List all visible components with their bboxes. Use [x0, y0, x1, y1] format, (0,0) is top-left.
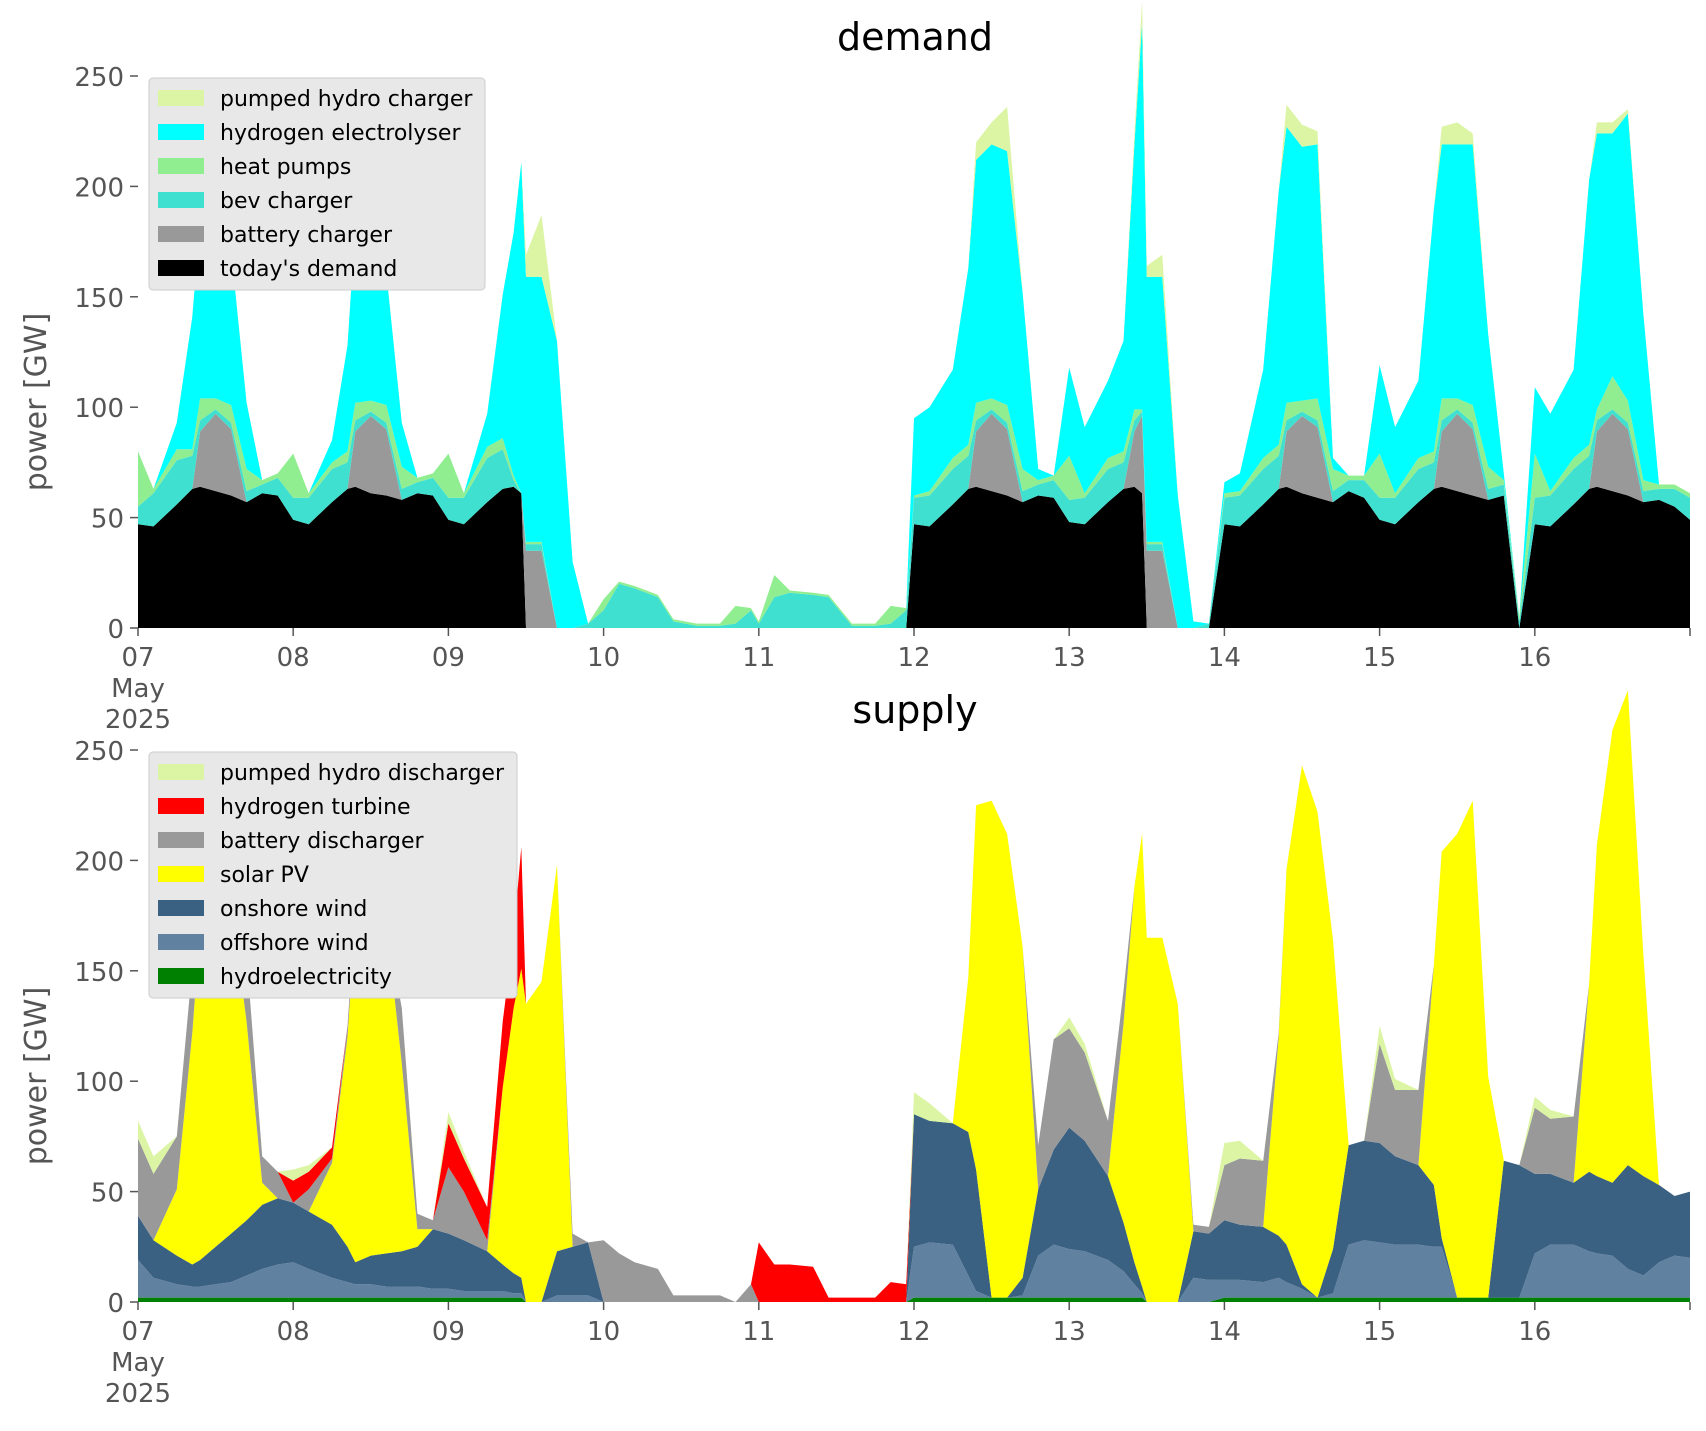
legend-swatch-heat-pumps — [158, 158, 204, 174]
area-hydrogen-electrolyser — [138, 23, 1690, 628]
x-tick-label: 16 — [1518, 643, 1551, 673]
x-tick-label: 11 — [742, 1317, 775, 1347]
supply-legend: pumped hydro discharger hydrogen turbine b… — [148, 751, 518, 999]
area-offshore-wind — [138, 1240, 1690, 1302]
legend-swatch-solar-pv — [158, 866, 204, 882]
x-tick-label: 13 — [1053, 643, 1086, 673]
legend-box — [148, 751, 518, 999]
legend-swatch-pumped-hydro-discharger — [158, 764, 204, 780]
x-tick-label: 10 — [587, 1317, 620, 1347]
legend-swatch-today-s-demand — [158, 260, 204, 276]
legend-label-hydrogen-turbine: hydrogen turbine — [220, 795, 411, 820]
demand-title: demand — [837, 15, 993, 59]
x-tick-label: 12 — [897, 1317, 930, 1347]
demand-legend: pumped hydro charger hydrogen electrolyse… — [148, 77, 486, 291]
legend-swatch-hydrogen-electrolyser — [158, 124, 204, 140]
y-tick-label: 100 — [74, 1068, 124, 1098]
legend-swatch-onshore-wind — [158, 900, 204, 916]
x-tick-label: 13 — [1053, 1317, 1086, 1347]
legend-swatch-pumped-hydro-charger — [158, 90, 204, 106]
x-tick-label: 16 — [1518, 1317, 1551, 1347]
x-tick-label: May — [111, 674, 165, 704]
area-solar-pv — [138, 690, 1690, 1302]
x-tick-label: May — [111, 1348, 165, 1378]
legend-swatch-hydroelectricity — [158, 968, 204, 984]
supply-ylabel: power [GW] — [19, 987, 54, 1166]
x-tick-label: 09 — [432, 643, 465, 673]
legend-swatch-bev-charger — [158, 192, 204, 208]
area-hydroelectricity — [138, 1297, 1690, 1302]
y-tick-label: 50 — [91, 505, 124, 535]
x-tick-label: 08 — [277, 1317, 310, 1347]
x-tick-label: 15 — [1363, 1317, 1396, 1347]
legend-swatch-offshore-wind — [158, 934, 204, 950]
y-tick-label: 250 — [74, 63, 124, 93]
x-tick-label: 10 — [587, 643, 620, 673]
y-tick-label: 200 — [74, 173, 124, 203]
x-tick-label: 11 — [742, 643, 775, 673]
legend-label-battery-charger: battery charger — [220, 223, 393, 248]
y-tick-label: 100 — [74, 394, 124, 424]
y-tick-label: 150 — [74, 284, 124, 314]
legend-label-today-s-demand: today's demand — [220, 257, 397, 282]
x-tick-label: 09 — [432, 1317, 465, 1347]
x-tick-label: 14 — [1208, 643, 1241, 673]
legend-label-bev-charger: bev charger — [220, 189, 353, 214]
y-tick-label: 200 — [74, 847, 124, 877]
legend-swatch-hydrogen-turbine — [158, 798, 204, 814]
x-tick-label: 15 — [1363, 643, 1396, 673]
legend-label-hydrogen-electrolyser: hydrogen electrolyser — [220, 121, 461, 146]
legend-label-heat-pumps: heat pumps — [220, 155, 351, 180]
x-tick-label: 07 — [121, 1317, 154, 1347]
x-tick-label: 07 — [121, 643, 154, 673]
legend-label-offshore-wind: offshore wind — [220, 931, 369, 956]
y-tick-label: 250 — [74, 737, 124, 767]
x-tick-label: 12 — [897, 643, 930, 673]
area-bev-charger — [138, 409, 1690, 628]
x-tick-label: 2025 — [105, 1379, 171, 1409]
legend-label-pumped-hydro-charger: pumped hydro charger — [220, 87, 473, 112]
y-tick-label: 0 — [107, 1289, 124, 1319]
x-tick-label: 2025 — [105, 705, 171, 735]
legend-swatch-battery-discharger — [158, 832, 204, 848]
area-today-s-demand — [138, 486, 1690, 628]
area-battery-charger — [138, 413, 1690, 628]
legend-label-hydroelectricity: hydroelectricity — [220, 965, 392, 990]
y-tick-label: 150 — [74, 958, 124, 988]
y-tick-label: 0 — [107, 615, 124, 645]
legend-label-onshore-wind: onshore wind — [220, 897, 367, 922]
x-tick-label: 08 — [277, 643, 310, 673]
y-tick-label: 50 — [91, 1179, 124, 1209]
legend-label-battery-discharger: battery discharger — [220, 829, 425, 854]
legend-box — [148, 77, 486, 291]
legend-swatch-battery-charger — [158, 226, 204, 242]
legend-label-pumped-hydro-discharger: pumped hydro discharger — [220, 761, 505, 786]
legend-label-solar-pv: solar PV — [220, 863, 309, 888]
demand-ylabel: power [GW] — [19, 313, 54, 492]
x-tick-label: 14 — [1208, 1317, 1241, 1347]
supply-title: supply — [852, 688, 977, 732]
area-onshore-wind — [138, 1114, 1690, 1302]
